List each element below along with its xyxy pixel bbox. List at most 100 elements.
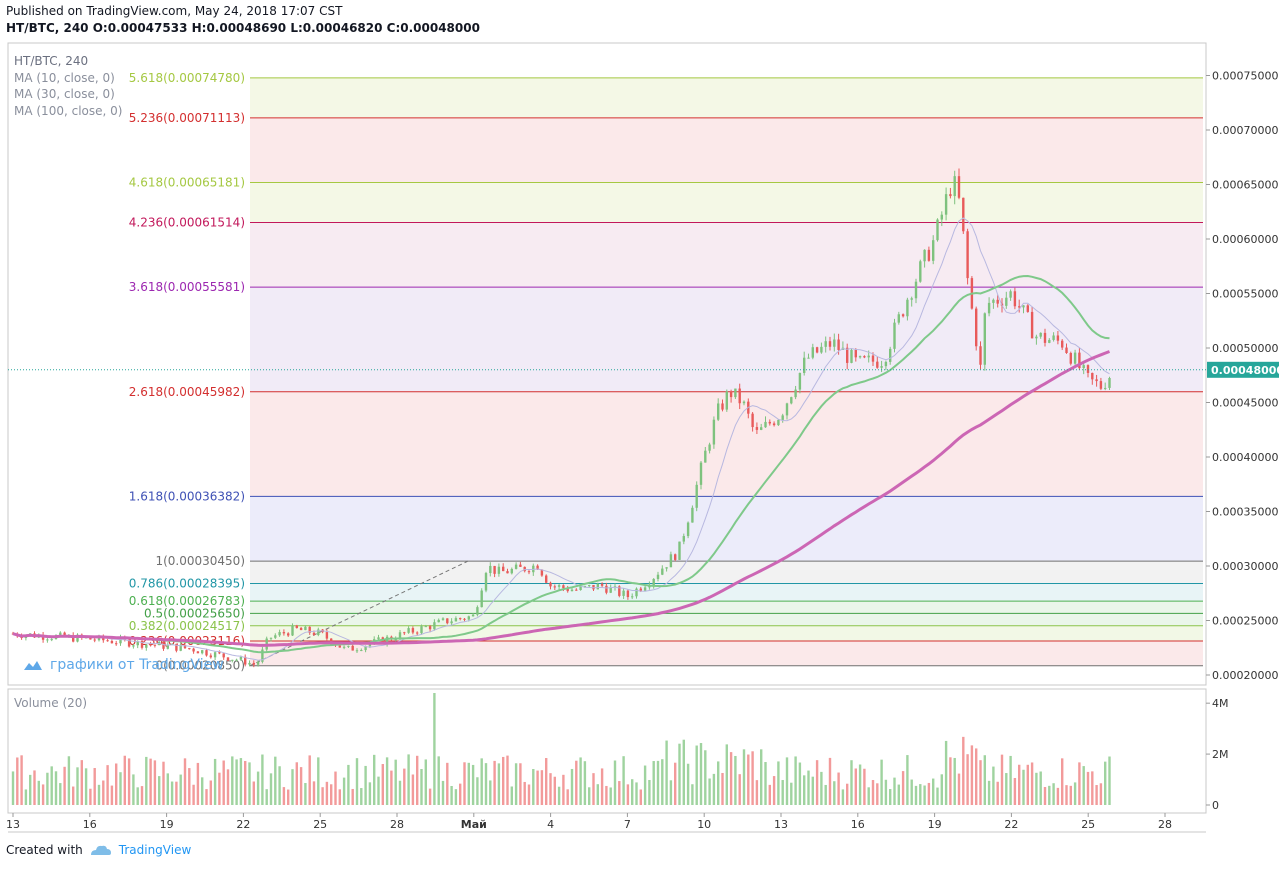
volume-bar (256, 771, 260, 805)
candle-body (231, 659, 234, 661)
volume-bar (291, 769, 294, 805)
moving-averages (12, 217, 1111, 661)
candle-body (669, 554, 673, 568)
volume-bar (16, 757, 19, 805)
volume-bar (815, 760, 819, 805)
candle (622, 588, 625, 600)
legend-ma30[interactable]: MA (30, close, 0) (14, 87, 115, 101)
volume-bar (1108, 756, 1111, 805)
volume-bar (1022, 769, 1025, 805)
candle-body (484, 573, 488, 591)
volume-bar (398, 780, 402, 805)
candle-body (760, 427, 763, 430)
volume-bar (755, 780, 759, 805)
candle (209, 653, 212, 659)
candle (411, 626, 415, 635)
candle-body (1086, 365, 1090, 373)
candle-body (553, 586, 556, 588)
candle-body (46, 639, 49, 641)
candle-body (89, 637, 92, 640)
candle-body (299, 627, 303, 631)
candle (1052, 332, 1055, 342)
candle-body (562, 585, 565, 589)
volume-bar (269, 773, 273, 805)
volume-bar (906, 755, 909, 805)
legend-ma10[interactable]: MA (10, close, 0) (14, 70, 115, 85)
volume-bar (493, 760, 496, 805)
candle-body (979, 346, 982, 365)
candle (317, 627, 320, 637)
candle (790, 396, 793, 405)
volume-bar (463, 762, 466, 805)
candle-body (269, 637, 273, 639)
volume-bar (510, 786, 513, 805)
candle-body (717, 403, 720, 420)
tradingview-link[interactable]: TradingView (118, 843, 192, 857)
volume-bar (1091, 771, 1094, 805)
volume-bar (828, 757, 832, 805)
volume-bar (721, 772, 724, 805)
candle (192, 647, 195, 654)
volume-bar (682, 739, 685, 805)
volume-bar (411, 774, 415, 805)
candle-body (837, 339, 840, 350)
volume-bar (497, 763, 501, 805)
volume-bar (1039, 771, 1042, 805)
volume-bar (54, 771, 58, 805)
candle (1009, 289, 1012, 301)
volume-bar (833, 781, 836, 805)
legend-volume[interactable]: Volume (20) (14, 696, 88, 710)
candle-body (338, 645, 341, 648)
candle-body (626, 590, 630, 598)
candle-body (93, 639, 96, 641)
candle (854, 348, 857, 362)
volume-bar (527, 784, 531, 805)
candle (1030, 306, 1034, 339)
volume-bar (794, 756, 797, 805)
volume-bar (1009, 755, 1012, 805)
volume-bar (450, 786, 453, 805)
candle-body (360, 650, 363, 652)
candle-body (738, 388, 741, 404)
volume-bar (145, 756, 148, 805)
candle-body (811, 347, 814, 358)
volume-bar (1056, 787, 1060, 805)
candle-body (403, 632, 406, 634)
candle (712, 416, 716, 449)
candle (944, 187, 948, 221)
volume-bar (115, 763, 118, 805)
candle (721, 399, 724, 412)
candle-body (768, 421, 771, 424)
candle (428, 624, 432, 633)
price-tick-label: 0.00040000 (1212, 451, 1278, 464)
volume-bar (798, 762, 802, 805)
volume-bar (626, 784, 630, 805)
volume-bar (532, 769, 535, 805)
candle-body (803, 357, 806, 373)
volume-bar (841, 789, 845, 805)
candle (975, 306, 978, 351)
candle (115, 640, 118, 646)
volume-bar (785, 757, 789, 805)
volume-tick-label: 2M (1212, 748, 1229, 761)
legend-ma100[interactable]: MA (100, close, 0) (14, 103, 123, 118)
candle (996, 294, 999, 308)
time-tick-label: 4 (547, 818, 554, 831)
volume-pane: 4M 2M 0 (11, 693, 1229, 812)
candle (244, 654, 247, 667)
volume-bar (553, 776, 556, 805)
candle (815, 346, 819, 354)
time-tick-label: 28 (1158, 818, 1172, 831)
candle-body (115, 643, 118, 645)
candle-body (510, 568, 513, 574)
volume-bar (914, 785, 918, 805)
candle-body (1052, 335, 1055, 340)
fib-zone (250, 613, 1203, 626)
volume-bar (708, 778, 711, 805)
candle-body (940, 214, 943, 220)
candle (106, 638, 109, 642)
candle (682, 533, 685, 545)
candle (600, 582, 604, 588)
candle-body (312, 632, 316, 635)
